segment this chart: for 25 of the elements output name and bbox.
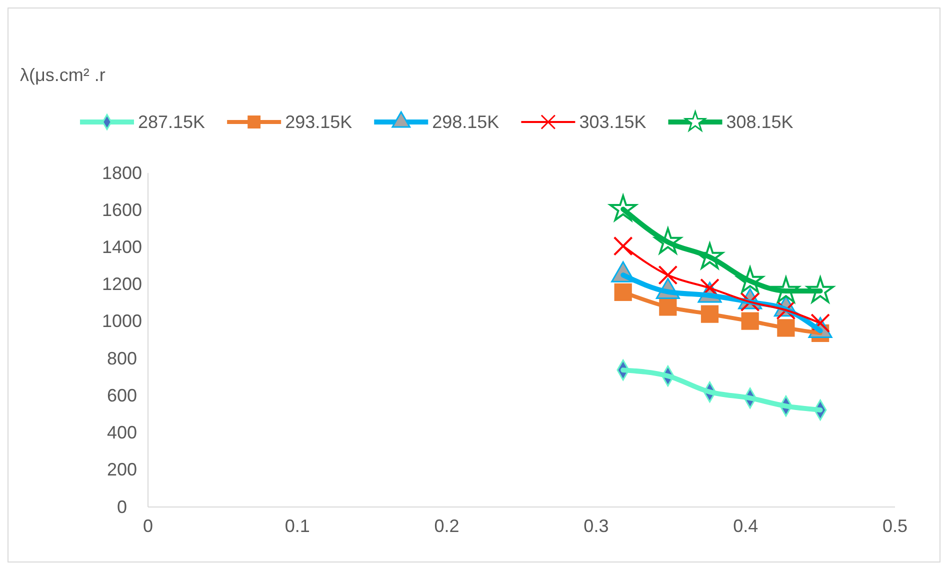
y-tick-label: 1200 (102, 274, 142, 294)
y-tick-label: 1400 (102, 236, 142, 257)
legend-label: 287.15K (138, 112, 206, 132)
y-axis-title: λ(μs.cm² .r (20, 65, 106, 85)
x-tick-label: 0.3 (584, 516, 609, 536)
y-tick-label: 200 (106, 460, 138, 480)
legend-label: 298.15K (432, 112, 500, 132)
y-tick-label: 600 (106, 385, 138, 406)
legend-label: 303.15K (579, 112, 646, 132)
y-tick-label: 1000 (102, 311, 142, 332)
point (658, 265, 678, 285)
legend-label: 293.15K (285, 112, 352, 132)
y-tick-label: 1600 (102, 200, 142, 220)
point (613, 236, 633, 256)
y-tick-label: 800 (106, 348, 138, 368)
y-tick-label: 1800 (102, 162, 142, 183)
point (776, 300, 796, 320)
x-tick-label: 0.1 (284, 516, 310, 536)
point (609, 194, 637, 221)
y-tick-label: 0 (116, 496, 128, 517)
y-tick-label: 400 (106, 422, 138, 443)
x-tick-label: 0.5 (882, 516, 908, 536)
legend-label: 308.15K (726, 112, 794, 132)
x-tick-label: 0.2 (434, 516, 460, 536)
x-tick-label: 0.4 (733, 516, 758, 536)
